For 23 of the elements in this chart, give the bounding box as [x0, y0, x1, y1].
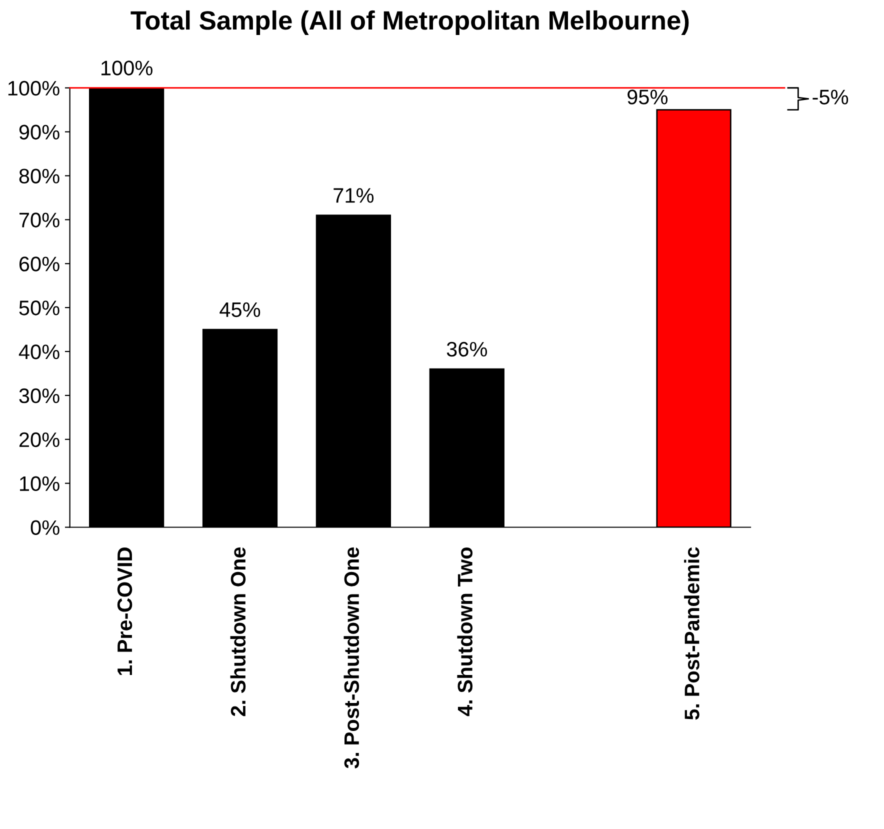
y-tick-label: 30% [19, 388, 60, 404]
y-tick-label: 40% [18, 344, 60, 360]
data-label: 45% [220, 302, 260, 318]
data-label: 71% [334, 188, 374, 203]
chart-title: Total Sample (All of Metropolitan Melbourne) [130, 10, 689, 36]
x-tick-label: 3. Post-Shutdown One [344, 547, 360, 768]
x-tick-label: 2. Shutdown One [230, 547, 246, 716]
y-tick-label: 100% [8, 80, 60, 96]
data-label: 36% [446, 342, 488, 357]
text: -5% [812, 90, 848, 104]
y-tick-label: 90% [19, 124, 60, 140]
y-tick-label: 60% [19, 256, 60, 272]
y-tick-label: 20% [19, 432, 60, 448]
y-tick-label: 10% [20, 476, 60, 492]
y-tick-label: 50% [19, 300, 60, 316]
x-tick-label: 5. Post-Pandemic [684, 547, 700, 720]
x-tick-label: 4. Shutdown Two [457, 547, 472, 716]
data-label: 100% [102, 60, 152, 76]
y-tick-label: 70% [19, 212, 60, 228]
x-tick-label: 1. Pre-COVID [117, 548, 132, 676]
data-label: 95% [628, 90, 668, 104]
y-tick-label: 0% [30, 520, 60, 535]
y-tick-label: 80% [19, 168, 60, 184]
